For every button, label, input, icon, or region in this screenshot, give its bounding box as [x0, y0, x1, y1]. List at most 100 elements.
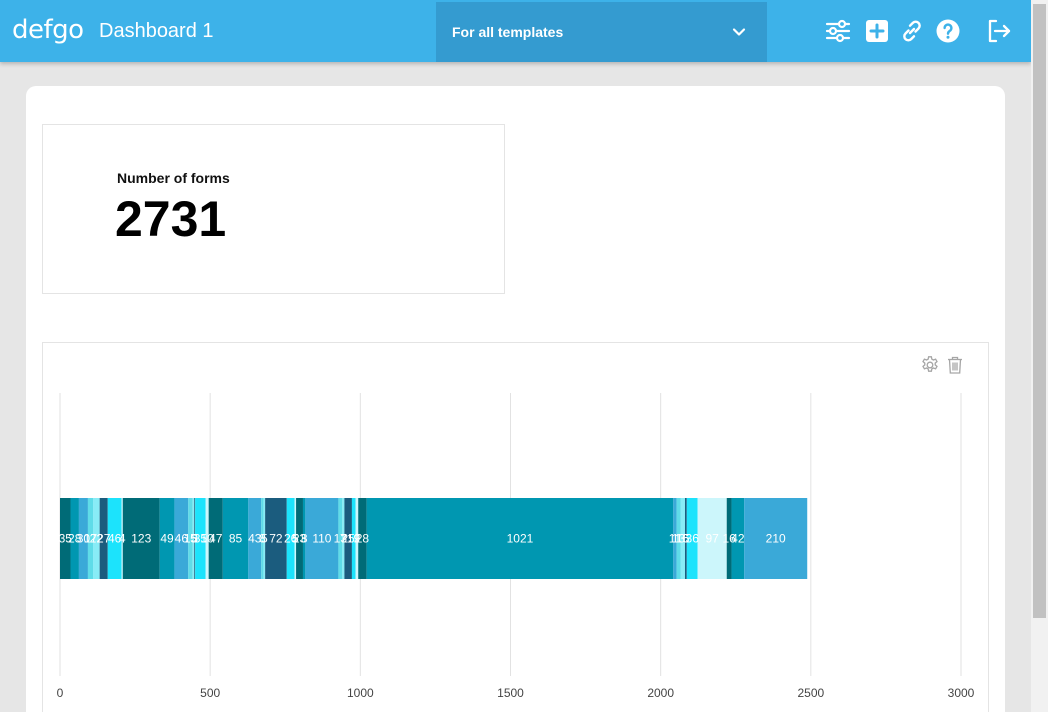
bar-segment[interactable]: [60, 498, 71, 579]
bar-segment[interactable]: [261, 498, 264, 579]
bar-segment[interactable]: [686, 498, 698, 579]
segment-label: 13: [672, 532, 686, 546]
bar-segment[interactable]: [248, 498, 262, 579]
bar-segment[interactable]: [286, 498, 295, 579]
bar-segment[interactable]: [680, 498, 685, 579]
bar-segment[interactable]: [70, 498, 79, 579]
bar-segment[interactable]: [87, 498, 94, 579]
page-scrollbar[interactable]: [1031, 0, 1048, 712]
bar-segment[interactable]: [358, 498, 367, 579]
chart-widget: 0 500 1000 1500 2000 2500 3000 35 28 30 17 22 27 46 4 1…: [42, 342, 989, 712]
bar-segment[interactable]: [684, 498, 687, 579]
bar-segment[interactable]: [676, 498, 681, 579]
bar-segment[interactable]: [93, 498, 100, 579]
bar-segment[interactable]: [159, 498, 175, 579]
x-tick-label: 500: [200, 686, 220, 700]
trash-icon[interactable]: [945, 355, 965, 375]
sliders-icon[interactable]: [825, 18, 851, 44]
x-tick-label: 1500: [497, 686, 524, 700]
segment-label: 46: [108, 532, 122, 546]
segment-label: 17: [84, 532, 98, 546]
scrollbar-thumb[interactable]: [1033, 4, 1046, 618]
segment-label: 7: [340, 532, 347, 546]
segment-label: 4: [119, 532, 126, 546]
kpi-value: 2731: [115, 191, 227, 247]
bar-segment[interactable]: [338, 498, 343, 579]
segment-label: 35: [194, 532, 208, 546]
segment-label: 9: [354, 532, 361, 546]
bar-segment[interactable]: [294, 498, 297, 579]
segment-label: 30: [77, 532, 91, 546]
segment-label: 25: [341, 532, 355, 546]
segment-label: 72: [269, 532, 283, 546]
segment-label: 1021: [507, 532, 534, 546]
segment-label: 36: [686, 532, 700, 546]
bar-segment[interactable]: [731, 498, 745, 579]
bar-segment[interactable]: [355, 498, 359, 579]
app-logo[interactable]: defgo: [12, 15, 84, 45]
segment-label: 46: [175, 532, 189, 546]
x-tick-label: 0: [57, 686, 64, 700]
bar-segment[interactable]: [195, 498, 206, 579]
x-tick-label: 2500: [797, 686, 824, 700]
template-select[interactable]: For all templates: [436, 2, 767, 62]
segment-label: 15: [676, 532, 690, 546]
add-icon[interactable]: [864, 18, 890, 44]
bar-segment[interactable]: [122, 498, 160, 579]
bar-segment[interactable]: [174, 498, 189, 579]
bar-segment[interactable]: [192, 498, 195, 579]
x-tick-label: 1000: [347, 686, 374, 700]
segment-label: 35: [59, 532, 73, 546]
bar-segment[interactable]: [222, 498, 249, 579]
segment-label: 43: [248, 532, 262, 546]
x-tick-label: 2000: [647, 686, 674, 700]
gear-icon[interactable]: [920, 355, 940, 375]
bar-segment[interactable]: [342, 498, 345, 579]
bar-segment[interactable]: [344, 498, 352, 579]
segment-label: 28: [68, 532, 82, 546]
segment-label: 97: [705, 532, 719, 546]
segment-label: 23: [293, 532, 307, 546]
bar-segment[interactable]: [366, 498, 674, 579]
bar-segment[interactable]: [726, 498, 732, 579]
bar-segment[interactable]: [697, 498, 727, 579]
segment-label: 5: [261, 532, 268, 546]
bar-segment[interactable]: [99, 498, 108, 579]
segment-label: 8: [259, 532, 266, 546]
segment-label: 13: [334, 532, 348, 546]
bar-segment[interactable]: [208, 498, 223, 579]
bar-segment[interactable]: [263, 498, 266, 579]
segment-label: 210: [766, 532, 786, 546]
bar-segment[interactable]: [188, 498, 193, 579]
segment-label: 8: [301, 532, 308, 546]
segment-label: 47: [209, 532, 223, 546]
segment-label: 22: [90, 532, 104, 546]
link-icon[interactable]: [899, 18, 925, 44]
bar-segment[interactable]: [296, 498, 303, 579]
segment-label: 123: [131, 532, 151, 546]
bar-segment[interactable]: [205, 498, 209, 579]
kpi-widget: Number of forms 2731: [42, 124, 505, 294]
dashboard-title: Dashboard 1: [99, 20, 214, 42]
bar-segment[interactable]: [673, 498, 677, 579]
segment-label: 10: [200, 532, 214, 546]
bar-segment[interactable]: [351, 498, 356, 579]
top-bar: defgo Dashboard 1 For all templates: [0, 0, 1031, 62]
bar-segment[interactable]: [302, 498, 306, 579]
bar-segment[interactable]: [121, 498, 123, 579]
bar-segment[interactable]: [265, 498, 287, 579]
help-icon[interactable]: [935, 18, 961, 44]
segment-label: 3: [191, 532, 198, 546]
logout-icon[interactable]: [986, 18, 1012, 44]
bar-segment[interactable]: [107, 498, 122, 579]
segment-label: 85: [229, 532, 243, 546]
segment-label: 26: [284, 532, 298, 546]
segment-label: 49: [160, 532, 174, 546]
x-tick-label: 3000: [948, 686, 975, 700]
bar-segment[interactable]: [744, 498, 808, 579]
template-select-value: For all templates: [452, 24, 564, 40]
bar-segment[interactable]: [78, 498, 88, 579]
bar-segment[interactable]: [305, 498, 339, 579]
bar-segment[interactable]: [194, 498, 196, 579]
